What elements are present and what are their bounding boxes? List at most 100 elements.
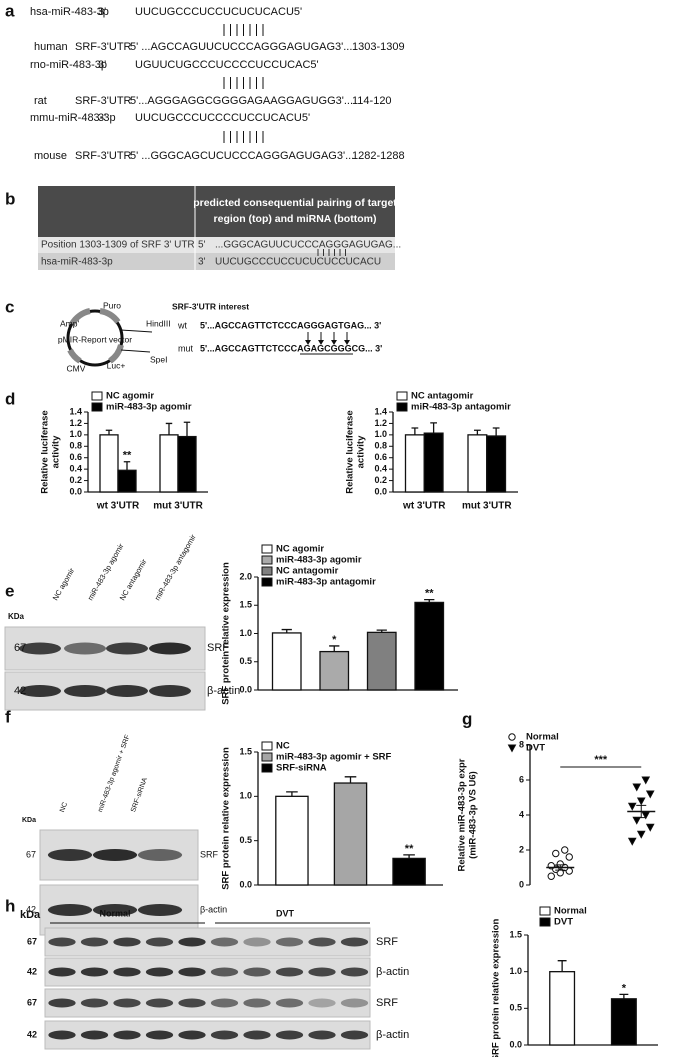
blot-band <box>145 1030 174 1040</box>
y-tick-label: 1.2 <box>69 418 82 428</box>
vector-label: pMIR-Report vector <box>58 334 132 344</box>
blot-band <box>113 998 141 1008</box>
legend-label: NC agomir <box>276 544 324 555</box>
plasmid-segment <box>99 308 121 324</box>
bar <box>467 434 488 493</box>
table-cell: Position 1303-1309 of SRF 3' UTR <box>41 240 195 251</box>
legend-label: NC <box>276 741 290 752</box>
panel-label: c <box>5 297 14 316</box>
bar <box>319 650 350 691</box>
blot-band <box>80 1030 109 1040</box>
blot-band <box>178 937 206 947</box>
legend-label: SRF-siRNA <box>276 763 327 774</box>
alignment-text: 1303-1309 <box>352 41 405 53</box>
blot-band <box>243 998 271 1008</box>
blot-band <box>19 685 61 697</box>
vector-row-label: wt <box>177 320 187 330</box>
alignment-text: SRF-3'UTR <box>75 41 132 53</box>
y-tick-label: 4 <box>519 809 524 819</box>
arrow-head <box>331 340 337 345</box>
blot-band <box>308 937 336 947</box>
x-tick-label: wt 3'UTR <box>402 501 446 512</box>
table-row <box>38 253 395 270</box>
y-tick-label: 0.6 <box>374 452 387 462</box>
lane-label: NC agomir <box>51 566 77 602</box>
legend-label: NC antagomir <box>276 566 339 577</box>
blot-band <box>340 1030 369 1040</box>
annotation: ** <box>123 450 132 462</box>
blot-band <box>145 998 174 1008</box>
alignment-text: 5' ...GGGCAGCUCUCCCAGGGAGUGAG3'... <box>130 150 354 162</box>
blot-band <box>48 1030 76 1040</box>
bar <box>610 998 637 1046</box>
connector <box>120 349 151 353</box>
bar <box>423 432 444 493</box>
y-tick-label: 1.5 <box>239 746 252 756</box>
data-point <box>636 830 646 839</box>
plasmid-segment <box>108 344 124 364</box>
legend-swatch <box>261 741 273 751</box>
bar <box>159 434 179 493</box>
data-point <box>627 837 637 846</box>
bar <box>333 782 368 886</box>
marker-label: 67 <box>14 642 26 654</box>
marker-label: 42 <box>26 904 36 914</box>
blot-band <box>243 937 271 947</box>
legend-swatch <box>261 763 273 773</box>
legend-swatch <box>261 544 273 554</box>
y-tick-label: 1.4 <box>69 406 82 416</box>
bar <box>271 632 302 691</box>
alignment-text: UUCUGCCCUCCUCUCUCACU5' <box>135 6 302 18</box>
legend-label: NC agomir <box>106 391 154 402</box>
group-label: DVT <box>276 908 295 918</box>
error-bar <box>636 804 647 819</box>
marker-label: 42 <box>14 685 26 697</box>
y-tick-label: 0.2 <box>69 475 82 485</box>
bar <box>486 435 507 493</box>
legend-swatch <box>91 402 103 412</box>
lane-label: SRF-siRNA <box>130 777 149 814</box>
protein-label: β-actin <box>207 685 240 697</box>
protein-label: SRF <box>207 642 229 654</box>
blot-band <box>80 967 109 977</box>
legend-swatch <box>91 391 103 401</box>
y-tick-label: 0.5 <box>239 656 252 666</box>
blot-band <box>210 998 239 1008</box>
panel-label: g <box>462 709 472 728</box>
y-tick-label: 6 <box>519 774 524 784</box>
protein-label: β-actin <box>376 966 409 978</box>
y-tick-label: 0.0 <box>374 486 387 496</box>
alignment-text: hsa-miR-483-3p <box>30 6 109 18</box>
insert-title: SRF-3'UTR interest <box>172 301 249 311</box>
plasmid <box>66 309 124 367</box>
legend-marker <box>507 744 517 753</box>
protein-label: SRF <box>376 936 398 948</box>
data-point <box>565 853 573 861</box>
blot-band <box>80 998 109 1008</box>
blot-band <box>243 1030 271 1040</box>
data-point <box>636 797 646 806</box>
blot-band <box>275 998 304 1008</box>
blot-band <box>113 937 141 947</box>
y-tick-label: 0 <box>519 879 524 889</box>
blot-band <box>308 998 336 1008</box>
y-tick-label: 8 <box>519 739 524 749</box>
error-bar <box>411 427 419 435</box>
bar <box>177 435 197 493</box>
blot-band <box>178 998 206 1008</box>
y-tick-label: 0.6 <box>69 452 82 462</box>
blot-band <box>47 904 93 916</box>
table-cell: hsa-miR-483-3p <box>41 257 113 268</box>
table-cell: ...GGGCAGUUCUCCCAGGGAGUGAG... <box>215 240 401 251</box>
protein-label: SRF <box>376 997 398 1009</box>
blot-band <box>308 1030 336 1040</box>
legend-swatch <box>539 906 551 916</box>
blot-band <box>275 1030 304 1040</box>
alignment-text: mmu-miR-483-3p <box>30 112 116 124</box>
y-tick-label: 1.2 <box>374 418 387 428</box>
legend-swatch <box>261 566 273 576</box>
blot-band <box>137 849 183 861</box>
legend-label: miR-483-3p agomir <box>276 555 362 566</box>
vector-seq: 5'...AGCCAGTTCTCCCAGAGCGGGCG... 3' <box>200 343 382 353</box>
blot-band <box>47 849 93 861</box>
